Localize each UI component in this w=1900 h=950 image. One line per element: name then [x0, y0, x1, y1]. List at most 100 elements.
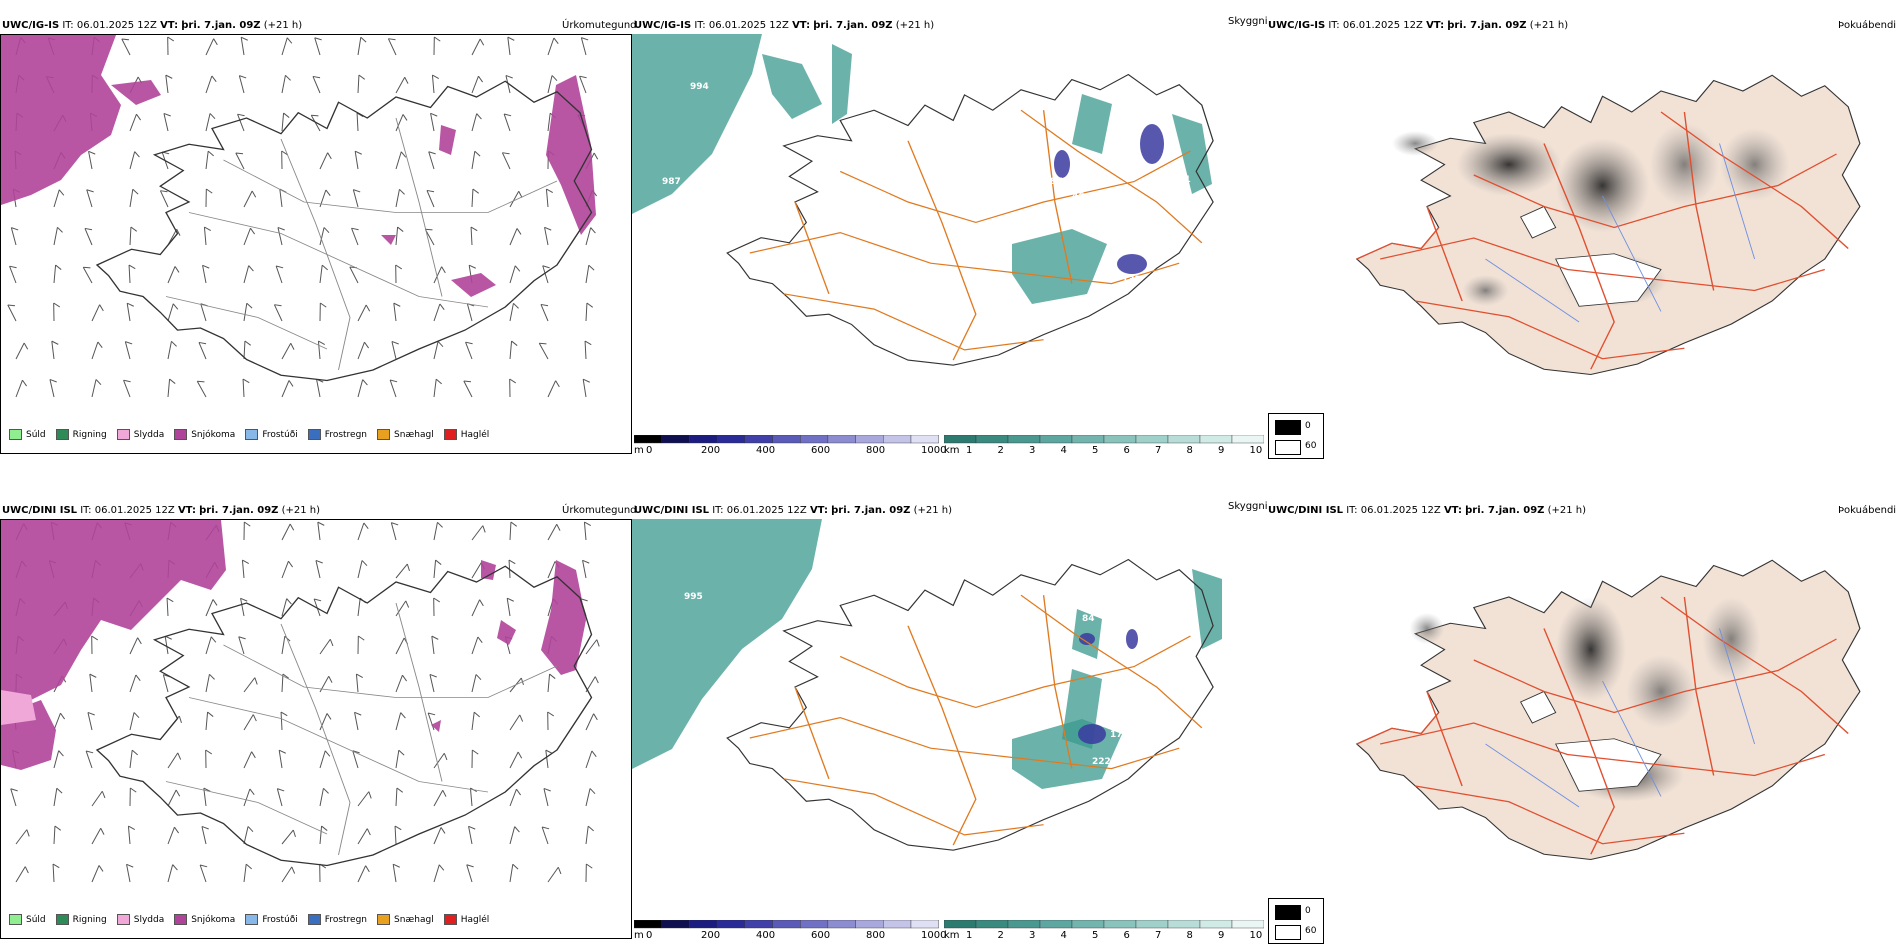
visibility-label: 20 — [1057, 129, 1070, 139]
visibility-unit: km — [944, 445, 960, 456]
fog-legend-label: 0 — [1305, 906, 1311, 916]
vt-label: VT: — [1426, 20, 1445, 31]
legend-label: Frostúði — [262, 429, 298, 440]
ceiling-tick: 200 — [701, 930, 721, 941]
visibility-tick: 7 — [1155, 445, 1162, 456]
legend-item: Slydda — [116, 429, 164, 440]
legend-label: Snæhagl — [394, 429, 434, 440]
it-value: 06.01.2025 12Z — [708, 20, 789, 31]
vt-label: VT: — [809, 505, 828, 516]
it-value: 06.01.2025 12Z — [1342, 20, 1423, 31]
panel-title-visibility: Skyggni — [1228, 16, 1268, 27]
legend-item: Frostúði — [245, 914, 298, 925]
fog-legend-swatch — [1275, 440, 1301, 455]
lead-time: (+21 h) — [1529, 20, 1569, 31]
visibility-tick: 7 — [1155, 930, 1162, 941]
panel-title-visibility: Skyggni — [1228, 501, 1268, 512]
legend-swatch — [55, 429, 69, 440]
model-name: UWC/DINI ISL — [634, 505, 710, 516]
legend-swatch — [174, 914, 188, 925]
legend-swatch — [307, 429, 321, 440]
header-panel1: UWC/DINI ISL IT: 06.01.2025 12Z VT: þri.… — [2, 505, 320, 517]
visibility-label: 87 — [1050, 177, 1063, 187]
ceiling-tick: 400 — [756, 445, 776, 456]
legend-label: Súld — [26, 429, 46, 440]
fog-index-map — [1300, 519, 1880, 919]
vt-value: þri. 7.jan. 09Z — [199, 505, 279, 516]
legend-label: Snjókoma — [191, 914, 236, 925]
visibility-label: 17 — [1110, 730, 1123, 740]
legend-item: Súld — [9, 429, 46, 440]
legend-item: Haglél — [443, 914, 490, 925]
it-label: IT: — [1346, 505, 1358, 516]
it-label: IT: — [1328, 20, 1340, 31]
precip-type-legend: Súld Rigning Slydda Snjókoma Frostúði Frostre… — [9, 914, 489, 925]
legend-item: Frostregn — [307, 429, 367, 440]
ceiling-tick: 800 — [866, 445, 886, 456]
legend-swatch — [116, 914, 130, 925]
ceiling-tick: 200 — [701, 445, 721, 456]
fog-legend-label: 60 — [1305, 441, 1317, 451]
legend-item: Rigning — [55, 429, 107, 440]
vt-label: VT: — [792, 20, 811, 31]
panel-title-fog-index: Þokuábendi — [1838, 505, 1897, 516]
visibility-tick: 10 — [1249, 445, 1263, 456]
legend-swatch — [245, 914, 259, 925]
fog-legend-label: 0 — [1305, 421, 1311, 431]
vt-value: þri. 7.jan. 09Z — [1447, 20, 1527, 31]
legend-item: Frostúði — [245, 429, 298, 440]
vt-value: þri. 7.jan. 09Z — [831, 505, 911, 516]
visibility-tick: 1 — [966, 930, 973, 941]
legend-label: Rigning — [72, 429, 107, 440]
fog-index-legend: 0 60 — [1268, 413, 1324, 459]
visibility-map: 995 84 131 222 17 — [632, 519, 1272, 919]
legend-item: Snjókoma — [174, 914, 235, 925]
legend-label: Haglél — [460, 429, 490, 440]
legend-item: Frostregn — [307, 914, 367, 925]
lead-time: (+21 h) — [1547, 505, 1587, 516]
visibility-map: 994 987 20 87 46 391 138 — [632, 34, 1272, 434]
model-name: UWC/IG-IS — [2, 20, 60, 31]
visibility-label: 391 — [1172, 175, 1191, 185]
visibility-label: 46 — [1072, 192, 1085, 202]
legend-swatch — [377, 914, 391, 925]
panel-title-precip-type: Úrkomutegund — [562, 20, 637, 31]
legend-label: Frostúði — [262, 914, 298, 925]
visibility-tick: 8 — [1186, 445, 1193, 456]
model-name: UWC/IG-IS — [634, 20, 692, 31]
legend-item: Rigning — [55, 914, 107, 925]
ceiling-tick: 400 — [756, 930, 776, 941]
visibility-tick: 5 — [1092, 930, 1099, 941]
it-value: 06.01.2025 12Z — [76, 20, 157, 31]
pressure-label: 994 — [690, 82, 709, 92]
visibility-tick: 6 — [1123, 445, 1130, 456]
visibility-tick: 3 — [1029, 930, 1036, 941]
it-label: IT: — [712, 505, 724, 516]
lead-time: (+21 h) — [281, 505, 321, 516]
model-name: UWC/DINI ISL — [1268, 505, 1344, 516]
pressure-label: 987 — [662, 177, 681, 187]
fog-legend-swatch — [1275, 420, 1301, 435]
panel-title-precip-type: Úrkomutegund — [562, 505, 637, 516]
precip-type-map: Súld Rigning Slydda Snjókoma Frostúði Frostre… — [0, 519, 632, 939]
header-panel1: UWC/IG-IS IT: 06.01.2025 12Z VT: þri. 7.… — [2, 20, 302, 32]
legend-item: Snæhagl — [377, 914, 434, 925]
vt-value: þri. 7.jan. 09Z — [1465, 505, 1545, 516]
fog-legend-label: 60 — [1305, 926, 1317, 936]
model-name: UWC/DINI ISL — [2, 505, 78, 516]
legend-item: Snjókoma — [174, 429, 235, 440]
visibility-unit: km — [944, 930, 960, 941]
legend-label: Haglél — [460, 914, 490, 925]
legend-label: Slydda — [133, 914, 165, 925]
ceiling-tick: 0 — [646, 930, 653, 941]
legend-label: Súld — [26, 914, 46, 925]
visibility-label: 84 — [1082, 614, 1095, 624]
legend-swatch — [174, 429, 188, 440]
visibility-label: 222 — [1092, 757, 1111, 767]
legend-label: Snjókoma — [191, 429, 236, 440]
visibility-tick: 10 — [1249, 930, 1263, 941]
ceiling-unit: m — [634, 445, 644, 456]
visibility-tick: 5 — [1092, 445, 1099, 456]
ceiling-tick: 600 — [811, 445, 831, 456]
visibility-tick: 8 — [1186, 930, 1193, 941]
